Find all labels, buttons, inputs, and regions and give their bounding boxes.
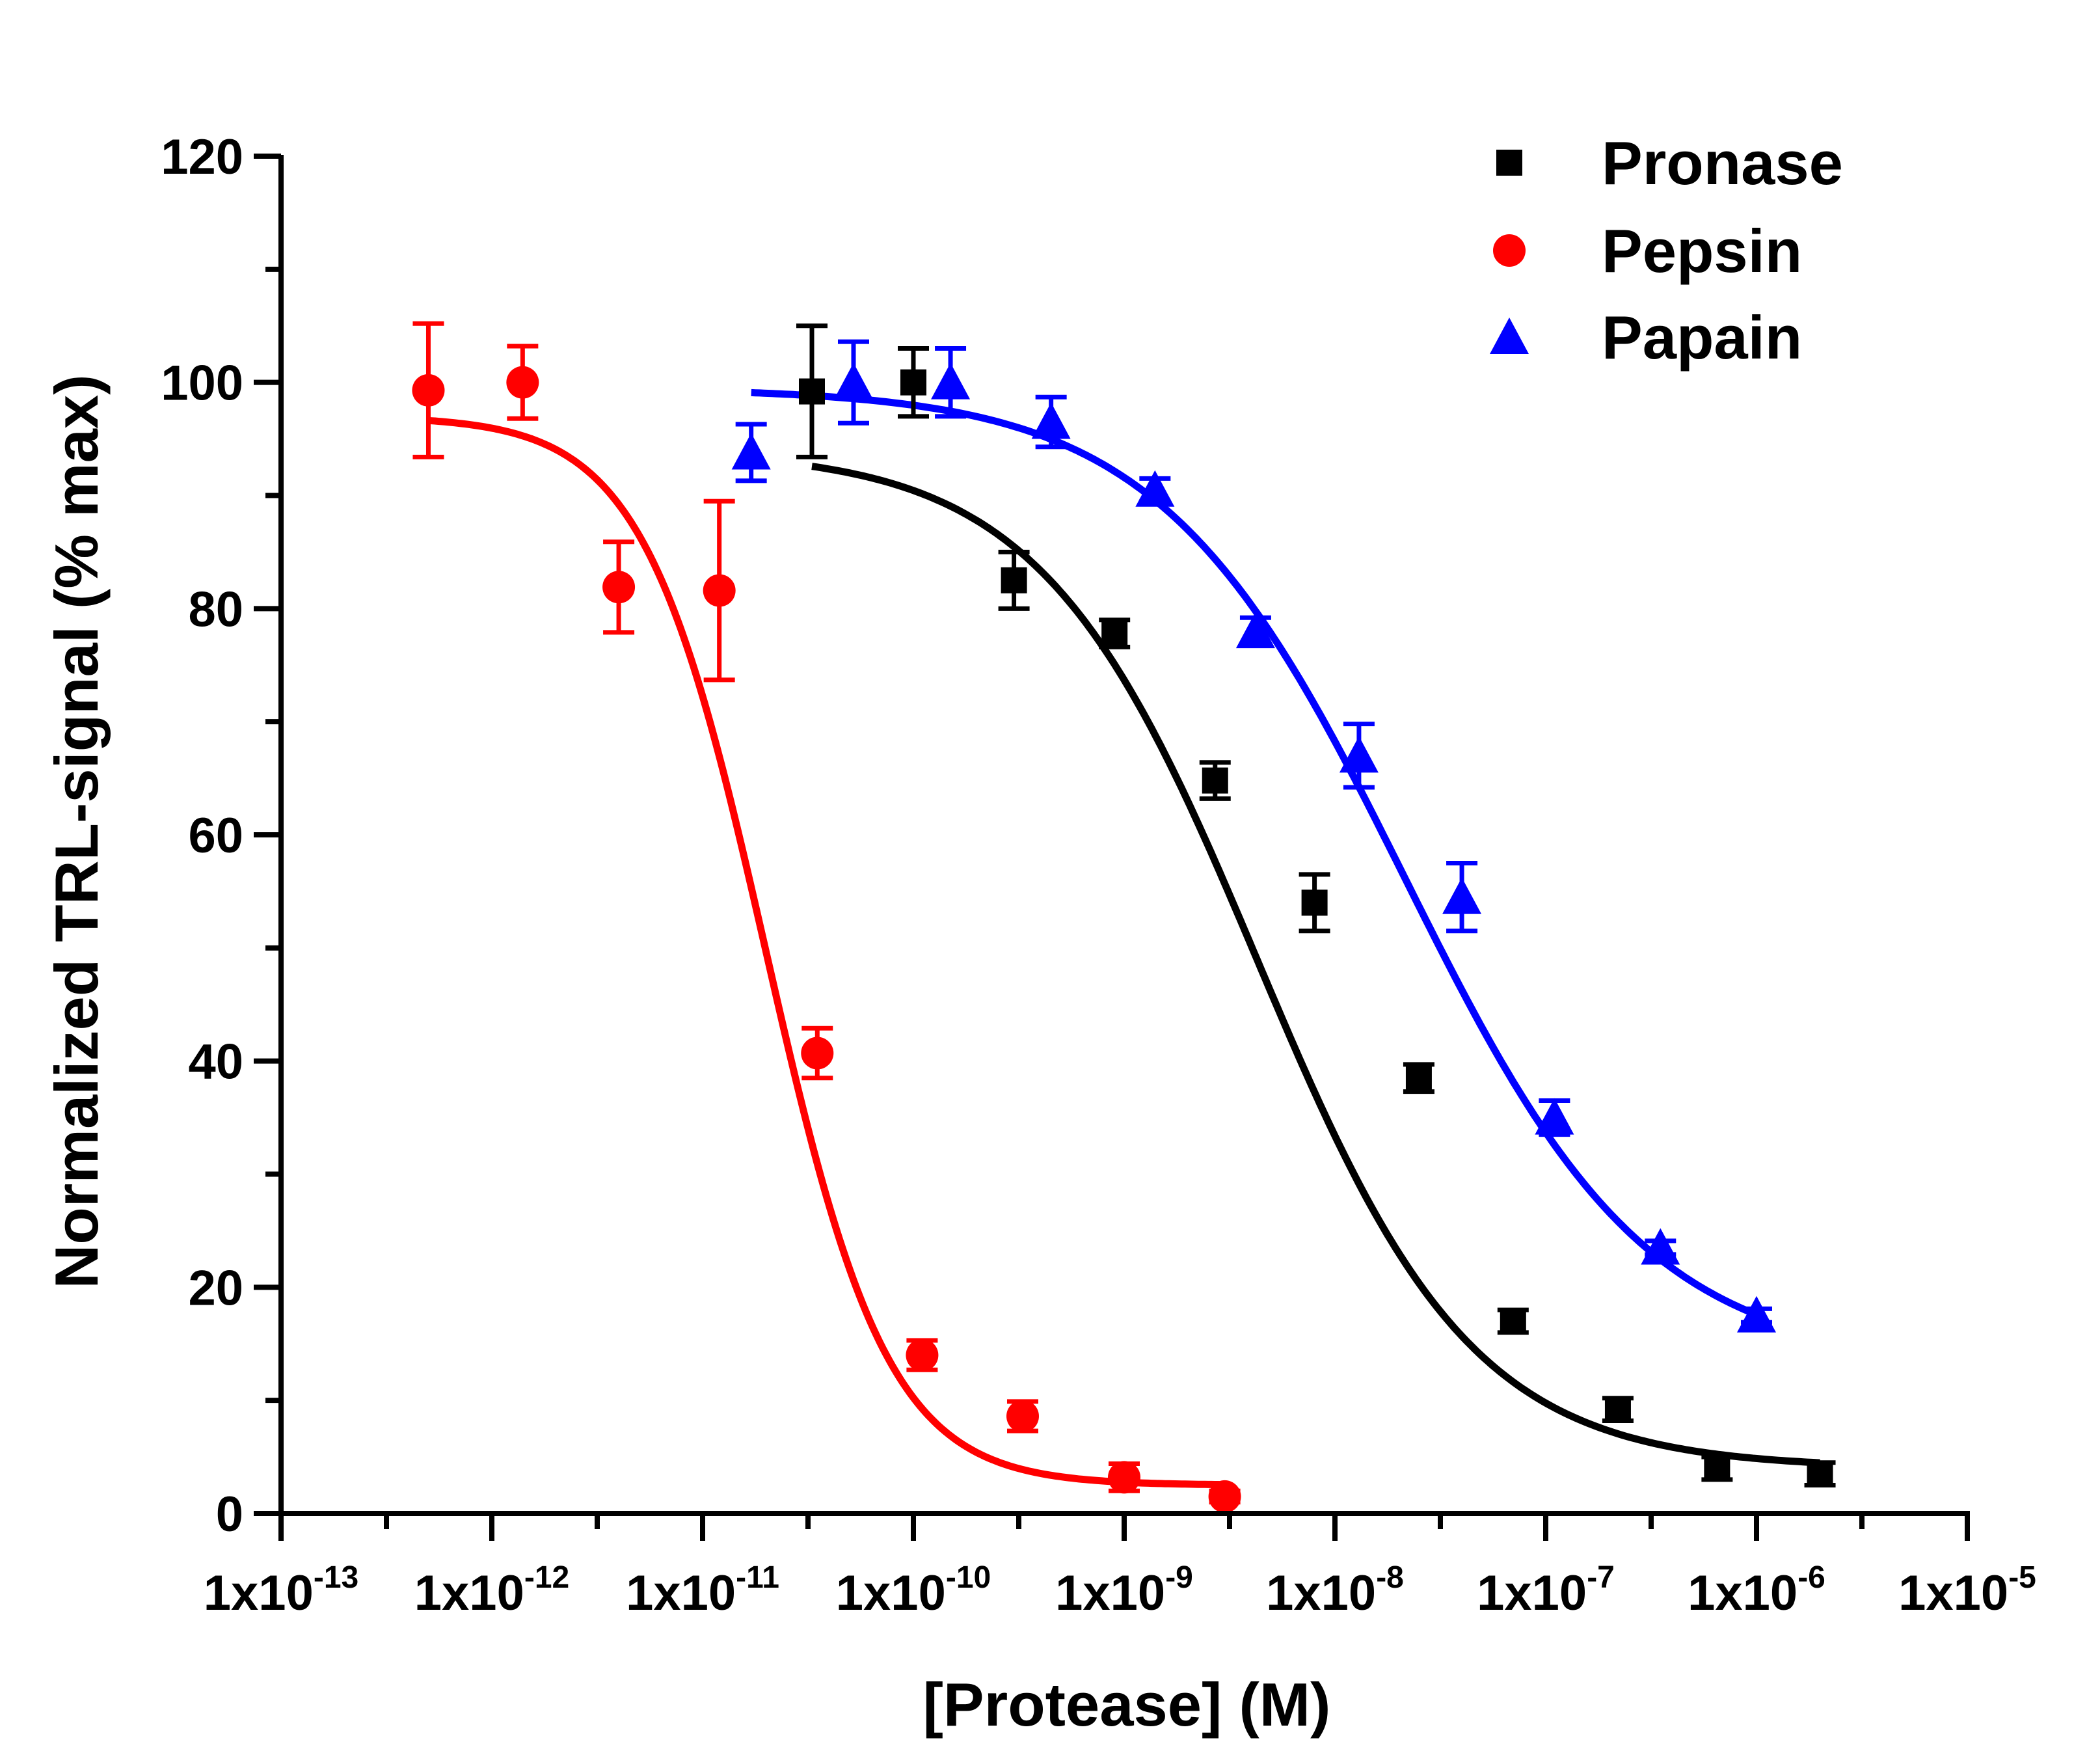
data-point-papain <box>731 433 771 470</box>
legend-label: Pronase <box>1602 129 1843 197</box>
y-tick-label: 20 <box>188 1260 243 1316</box>
data-point-pepsin <box>801 1037 834 1070</box>
x-tick-base: 1x10 <box>836 1566 946 1621</box>
y-tick-label: 80 <box>188 582 243 637</box>
x-tick-label: 1x10-9 <box>1055 1560 1193 1621</box>
data-point-papain <box>1442 877 1482 914</box>
x-tick-labels: 1x10-13 1x10-12 1x10-11 1x10-10 1x10-9 1x10-8… <box>204 1560 2036 1621</box>
data-point-pronase <box>1807 1461 1833 1487</box>
data-point-pepsin <box>506 366 539 399</box>
data-point-pepsin <box>703 574 736 607</box>
fit-curve-pronase <box>811 463 1820 1467</box>
x-tick-label: 1x10-5 <box>1898 1560 2036 1621</box>
data-point-pepsin <box>1108 1461 1140 1494</box>
x-tick-base: 1x10 <box>204 1566 314 1621</box>
error-bars <box>412 321 1836 1505</box>
y-axis-title: Normalized TRL-signal (% max) <box>42 375 111 1289</box>
x-tick-exponent: -5 <box>2008 1560 2036 1595</box>
data-point-papain <box>1031 402 1071 439</box>
x-tick-exponent: -13 <box>314 1560 358 1595</box>
x-tick-base: 1x10 <box>626 1566 736 1621</box>
data-point-pronase <box>1405 1065 1432 1091</box>
x-tick-label: 1x10-12 <box>414 1560 569 1621</box>
x-tick-base: 1x10 <box>1477 1566 1587 1621</box>
data-point-papain <box>833 362 873 400</box>
data-point-pepsin <box>1006 1400 1039 1433</box>
x-tick-label: 1x10-7 <box>1477 1560 1615 1621</box>
fit-curves <box>428 388 1820 1489</box>
x-tick-label: 1x10-13 <box>204 1560 358 1621</box>
data-point-pepsin <box>412 373 445 407</box>
data-point-papain <box>1641 1228 1680 1265</box>
x-tick-base: 1x10 <box>1688 1566 1798 1621</box>
y-tick-label: 0 <box>216 1487 243 1542</box>
data-point-papain <box>1235 612 1275 649</box>
axes <box>254 154 1970 1541</box>
fit-curve-papain <box>751 388 1758 1318</box>
data-point-pronase <box>1604 1396 1631 1423</box>
data-point-papain <box>1135 470 1175 507</box>
legend-item-pepsin: Pepsin <box>1493 217 1802 285</box>
data-point-papain <box>1339 736 1379 773</box>
x-tick-base: 1x10 <box>414 1566 524 1621</box>
x-tick-label: 1x10-6 <box>1688 1560 1825 1621</box>
data-point-papain <box>1535 1098 1574 1135</box>
legend-item-papain: Papain <box>1490 303 1802 372</box>
y-tick-labels: 0 20 40 60 80 100 120 <box>161 129 243 1542</box>
x-tick-exponent: -8 <box>1376 1560 1404 1595</box>
x-tick-exponent: -6 <box>1798 1560 1825 1595</box>
data-point-pronase <box>1202 767 1228 794</box>
data-point-pronase <box>1301 889 1328 916</box>
data-point-pronase <box>798 378 825 405</box>
x-tick-base: 1x10 <box>1055 1566 1165 1621</box>
data-point-pepsin <box>906 1338 939 1372</box>
data-point-pronase <box>1704 1455 1730 1482</box>
data-point-pronase <box>1001 567 1027 593</box>
legend-label: Pepsin <box>1602 217 1802 285</box>
x-tick-label: 1x10-8 <box>1266 1560 1404 1621</box>
data-point-pronase <box>900 369 926 396</box>
y-tick-label: 100 <box>161 356 243 411</box>
y-tick-label: 40 <box>188 1035 243 1090</box>
x-tick-exponent: -10 <box>946 1560 991 1595</box>
legend: Pronase Pepsin Papain <box>1490 129 1843 372</box>
x-tick-exponent: -11 <box>736 1560 779 1595</box>
x-tick-base: 1x10 <box>1898 1566 2008 1621</box>
y-tick-label: 60 <box>188 808 243 863</box>
x-tick-base: 1x10 <box>1266 1566 1376 1621</box>
data-point-papain <box>1737 1296 1776 1333</box>
data-markers <box>412 362 1833 1513</box>
legend-marker-pronase <box>1496 150 1522 176</box>
legend-label: Papain <box>1602 303 1802 372</box>
x-axis-title: [Protease] (M) <box>923 1670 1331 1739</box>
data-point-papain <box>931 362 971 400</box>
y-tick-label: 120 <box>161 129 243 185</box>
x-tick-exponent: -7 <box>1587 1560 1615 1595</box>
data-point-pronase <box>1500 1308 1526 1335</box>
legend-item-pronase: Pronase <box>1496 129 1843 197</box>
x-tick-exponent: -12 <box>524 1560 569 1595</box>
fit-curve-pepsin <box>428 416 1225 1489</box>
data-point-pepsin <box>1208 1480 1241 1513</box>
legend-marker-papain <box>1490 318 1529 354</box>
x-tick-exponent: -9 <box>1165 1560 1193 1595</box>
data-point-pepsin <box>602 571 636 604</box>
x-tick-label: 1x10-10 <box>836 1560 991 1621</box>
x-tick-label: 1x10-11 <box>626 1560 779 1621</box>
data-point-pronase <box>1101 620 1128 647</box>
legend-marker-pepsin <box>1493 234 1526 267</box>
